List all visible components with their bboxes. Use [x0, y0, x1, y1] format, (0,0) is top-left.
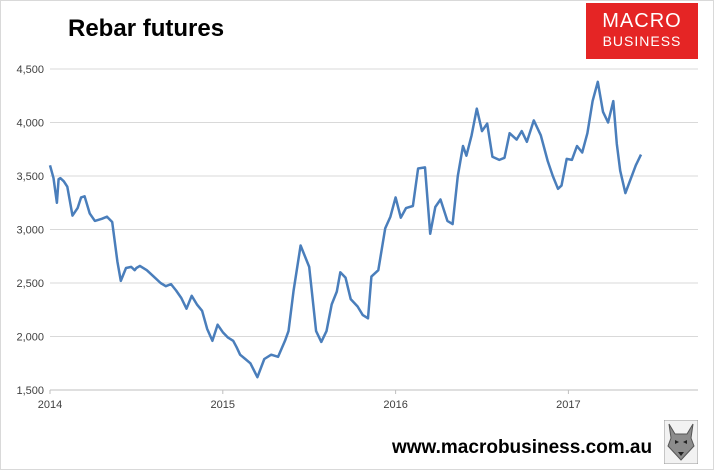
logo-line-business: BUSINESS — [602, 33, 682, 49]
x-tick-label: 2015 — [211, 399, 235, 411]
y-tick-label: 3,000 — [16, 225, 44, 237]
y-tick-label: 3,500 — [16, 171, 44, 183]
fox-icon — [664, 420, 698, 464]
chart-title: Rebar futures — [68, 15, 225, 42]
website-url: www.macrobusiness.com.au — [392, 437, 653, 458]
macrobusiness-logo: MACRO BUSINESS — [586, 3, 698, 59]
series-line — [48, 80, 643, 379]
x-tick-label: 2017 — [556, 399, 580, 411]
y-tick-label: 4,500 — [16, 64, 44, 76]
x-tick-label: 2014 — [38, 399, 62, 411]
x-tick-label: 2016 — [383, 399, 407, 411]
logo-line-macro: MACRO — [602, 10, 682, 32]
y-tick-label: 2,000 — [16, 332, 44, 344]
y-tick-label: 2,500 — [16, 278, 44, 290]
y-tick-label: 4,000 — [16, 118, 44, 130]
y-tick-label: 1,500 — [16, 385, 44, 397]
